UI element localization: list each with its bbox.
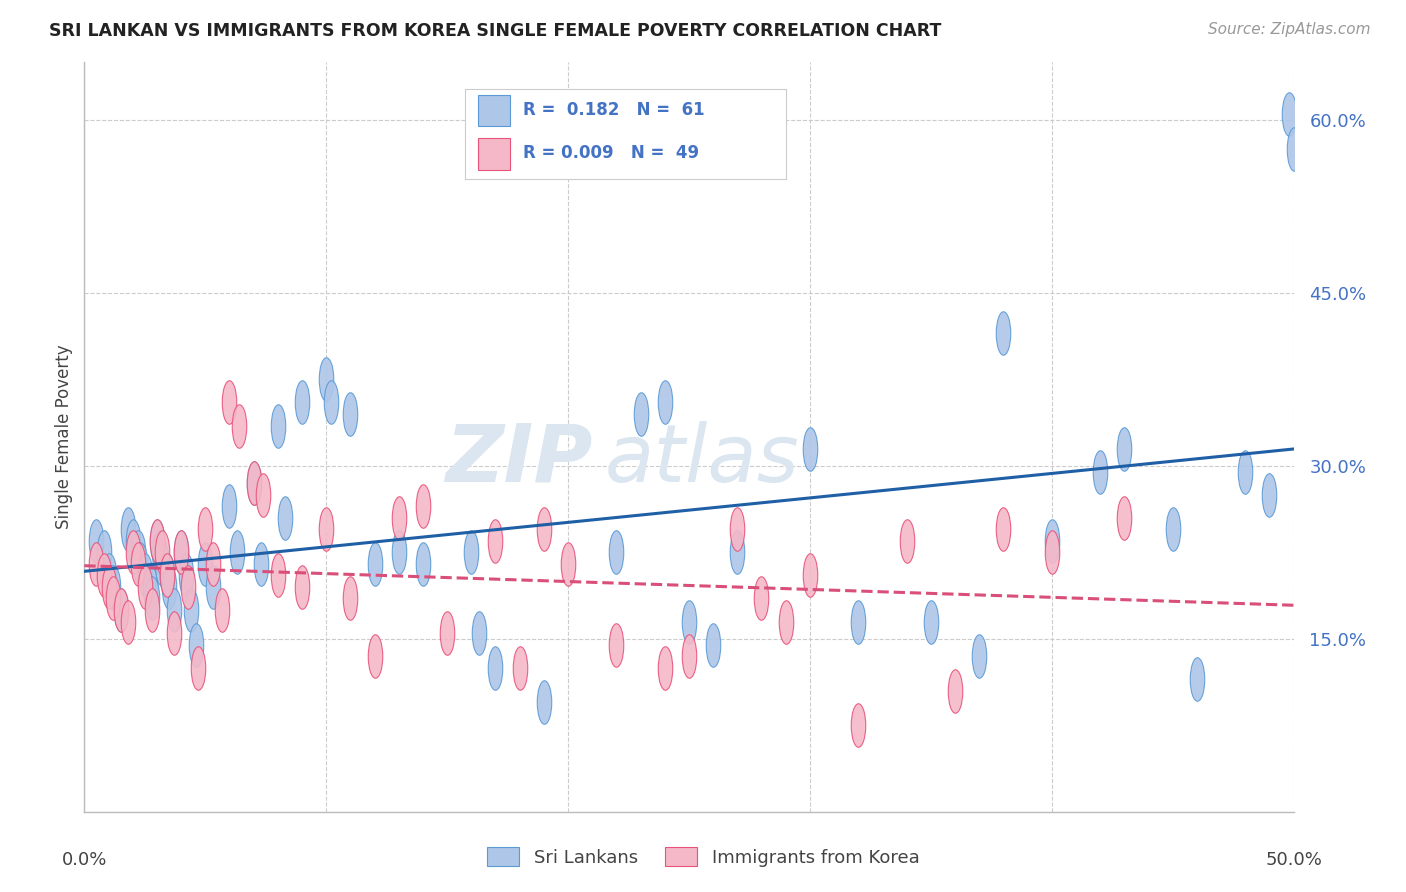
Legend: Sri Lankans, Immigrants from Korea: Sri Lankans, Immigrants from Korea [479,840,927,874]
Text: atlas: atlas [605,420,799,499]
Text: 0.0%: 0.0% [62,851,107,869]
Text: ZIP: ZIP [444,420,592,499]
Text: Source: ZipAtlas.com: Source: ZipAtlas.com [1208,22,1371,37]
Text: 50.0%: 50.0% [1265,851,1322,869]
Y-axis label: Single Female Poverty: Single Female Poverty [55,345,73,529]
Text: SRI LANKAN VS IMMIGRANTS FROM KOREA SINGLE FEMALE POVERTY CORRELATION CHART: SRI LANKAN VS IMMIGRANTS FROM KOREA SING… [49,22,942,40]
